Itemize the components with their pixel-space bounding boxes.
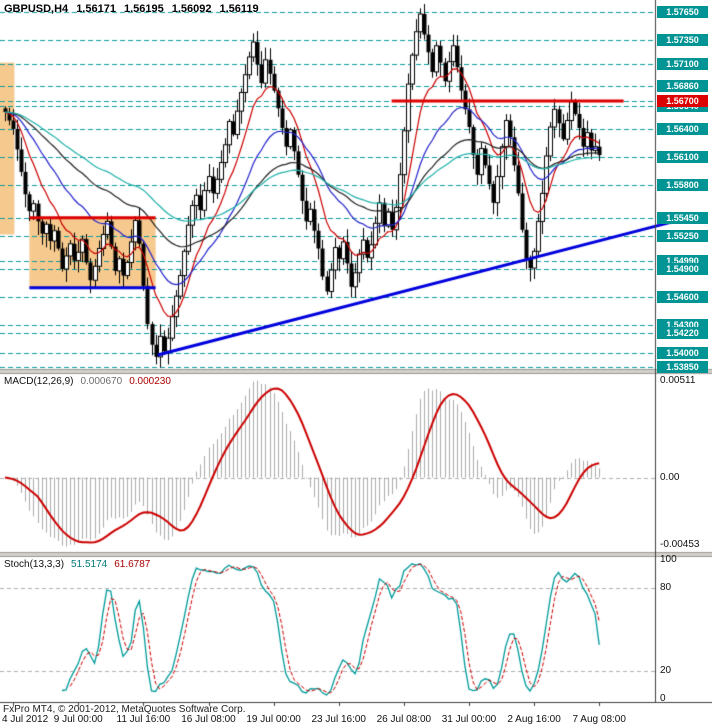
price-level-label: 1.56100: [657, 150, 708, 163]
stoch-axis-label: 20: [660, 665, 672, 677]
stoch-name: Stoch(13,3,3): [4, 559, 65, 570]
time-axis-label: 4 Jul 2012: [2, 714, 49, 725]
price-level-label: 1.54600: [657, 291, 708, 304]
macd-signal-value: 0.000230: [129, 376, 171, 387]
time-axis-label: 31 Jul 00:00: [441, 714, 497, 725]
stoch-axis-label: 0: [660, 693, 666, 704]
copyright-text: FxPro MT4, © 2001-2012, MetaQuotes Softw…: [3, 704, 246, 715]
time-axis-label: 23 Jul 16:00: [311, 714, 366, 725]
symbol-period-label: GBPUSD,H4: [4, 3, 69, 15]
price-level-label: 1.53850: [657, 361, 708, 374]
stoch-main-value: 51.5174: [71, 559, 108, 570]
time-axis-label: 26 Jul 08:00: [376, 714, 432, 725]
price-level-label: 1.57100: [657, 57, 708, 70]
stoch-axis-label: 100: [660, 554, 677, 565]
price-level-label: 1.54220: [657, 326, 708, 339]
price-level-label: 1.57350: [657, 34, 708, 47]
price-level-label: 1.56700: [657, 94, 708, 107]
ohlc-close: 1.56119: [219, 3, 259, 15]
price-level-label: 1.57650: [657, 6, 708, 19]
time-axis-label: 7 Aug 08:00: [572, 714, 626, 725]
macd-axis-label: -0.00453: [660, 539, 700, 550]
macd-axis-label: 0.00511: [660, 375, 696, 386]
macd-name: MACD(12,26,9): [4, 376, 74, 387]
price-level-label: 1.56400: [657, 122, 708, 135]
price-level-label: 1.55250: [657, 230, 708, 243]
chart-title: GBPUSD,H4 1.56171 1.56195 1.56092 1.56119: [4, 3, 267, 15]
stoch-indicator-label: Stoch(13,3,3) 51.5174 61.6787: [4, 559, 157, 570]
time-axis-label: 2 Aug 16:00: [507, 714, 561, 725]
price-level-label: 1.54000: [657, 347, 708, 360]
stoch-axis-label: 80: [660, 581, 672, 593]
ohlc-open: 1.56171: [76, 3, 116, 15]
ohlc-low: 1.56092: [171, 3, 212, 15]
time-axis-label: 19 Jul 00:00: [246, 714, 301, 725]
ohlc-high: 1.56195: [123, 3, 164, 15]
price-level-label: 1.55800: [657, 178, 708, 191]
time-axis-label: 16 Jul 08:00: [181, 714, 236, 725]
macd-indicator-label: MACD(12,26,9) 0.000670 0.000230: [4, 376, 178, 387]
macd-axis-label: 0.00: [660, 471, 680, 483]
price-level-label: 1.54900: [657, 263, 708, 276]
price-level-label: 1.56860: [657, 79, 708, 92]
macd-main-value: 0.000670: [80, 376, 123, 387]
time-axis-label: 11 Jul 16:00: [116, 714, 171, 725]
stoch-signal-value: 61.6787: [114, 559, 151, 570]
price-level-label: 1.55450: [657, 211, 708, 224]
time-axis-label: 9 Jul 00:00: [53, 714, 103, 725]
